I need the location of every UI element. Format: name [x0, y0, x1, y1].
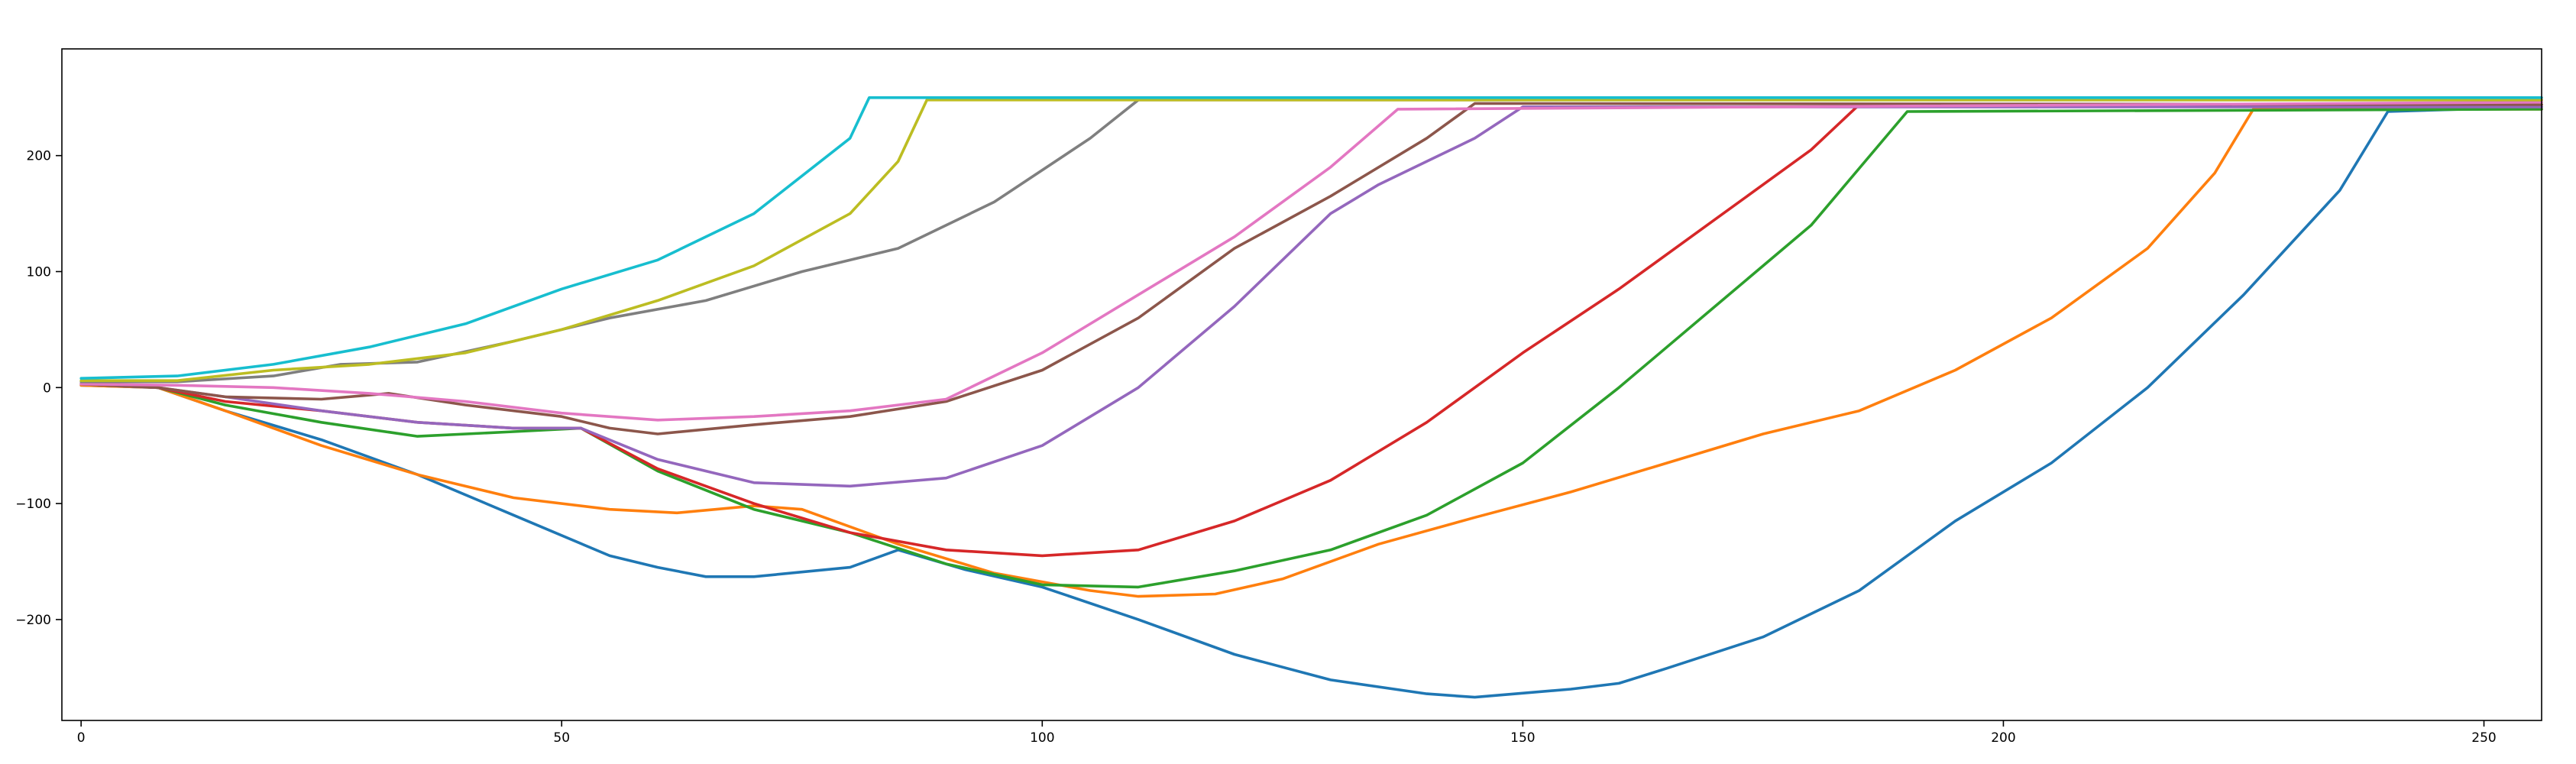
y-tick-label: −200: [15, 613, 51, 628]
series-line-7: [79, 101, 2543, 422]
x-tick-label: 200: [1991, 730, 2015, 746]
series-layer: [79, 96, 2543, 699]
y-axis: −200 −100 0 100 200: [15, 149, 62, 628]
series-line-9: [79, 99, 2543, 383]
plot-frame: [61, 48, 2542, 721]
x-axis: 0 50 100 150 200 250: [77, 720, 2497, 746]
x-tick-label: 100: [1030, 730, 1054, 746]
series-line-1: [79, 105, 2543, 699]
series-line-6: [79, 102, 2543, 435]
y-tick-label: 0: [43, 380, 51, 396]
series-line-2: [79, 108, 2543, 598]
x-tick-label: 50: [553, 730, 570, 746]
x-tick-label: 150: [1510, 730, 1535, 746]
series-line-5: [79, 105, 2543, 488]
y-tick-label: 200: [27, 149, 51, 164]
series-line-3: [79, 108, 2543, 589]
series-line-8: [79, 99, 2543, 384]
x-tick-label: 0: [77, 730, 86, 746]
y-tick-label: −100: [15, 497, 51, 512]
y-tick-label: 100: [27, 264, 51, 280]
x-tick-label: 250: [2471, 730, 2496, 746]
series-line-10: [79, 96, 2543, 380]
